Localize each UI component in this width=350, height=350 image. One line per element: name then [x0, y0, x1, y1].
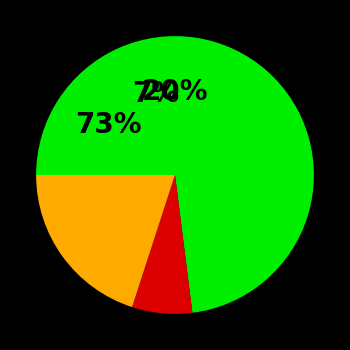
Wedge shape — [36, 175, 175, 307]
Wedge shape — [36, 36, 314, 313]
Wedge shape — [132, 175, 192, 314]
Text: 20%: 20% — [142, 78, 208, 106]
Text: 73%: 73% — [75, 111, 141, 139]
Text: 7%: 7% — [132, 80, 179, 108]
